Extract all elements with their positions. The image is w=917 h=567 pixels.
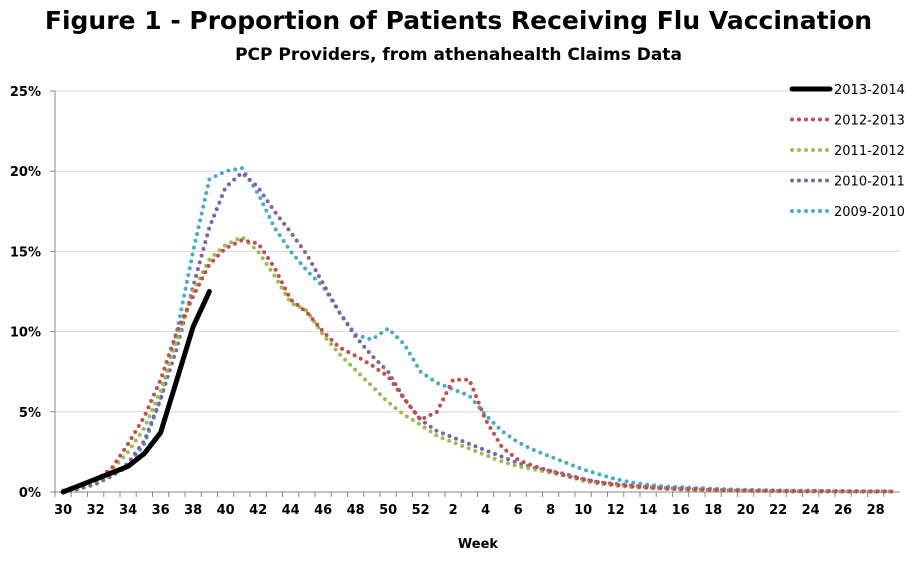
x-tick-label: 38 [184,503,202,518]
x-tick-label: 26 [834,503,852,518]
x-tick-label: 42 [249,503,267,518]
series-line-2012-2013 [61,238,894,494]
legend-label: 2009-2010 [834,205,905,220]
x-tick-label: 22 [769,503,787,518]
x-tick-label: 18 [704,503,722,518]
x-tick-label: 4 [481,503,490,518]
x-tick-label: 28 [867,503,885,518]
x-tick-label: 30 [54,503,72,518]
legend-label: 2012-2013 [834,114,905,129]
x-tick-label: 34 [119,503,137,518]
y-tick-label: 10% [10,326,41,341]
series-line-2013-2014 [60,289,212,495]
x-tick-label: 14 [639,503,657,518]
x-tick-label: 52 [412,503,430,518]
x-tick-label: 40 [217,503,235,518]
legend-label: 2013-2014 [834,83,905,98]
chart-title: Figure 1 - Proportion of Patients Receiv… [44,6,873,35]
x-tick-label: 10 [574,503,592,518]
x-tick-label: 12 [607,503,625,518]
legend-label: 2010-2011 [834,175,905,190]
x-tick-label: 36 [152,503,170,518]
chart-subtitle: PCP Providers, from athenahealth Claims … [235,45,682,65]
y-tick-label: 15% [10,245,41,260]
x-tick-label: 44 [282,503,300,518]
legend-label: 2011-2012 [834,144,905,159]
y-tick-label: 25% [10,85,41,100]
x-tick-label: 32 [87,503,105,518]
x-axis-label: Week [458,537,499,552]
x-tick-label: 24 [802,503,820,518]
series-line-2009-2010 [61,166,894,494]
x-tick-label: 46 [314,503,332,518]
x-tick-label: 2 [449,503,458,518]
series-line-2010-2011 [61,170,894,494]
y-tick-label: 5% [19,406,41,421]
x-tick-label: 50 [379,503,397,518]
x-tick-label: 48 [347,503,365,518]
x-tick-label: 20 [737,503,755,518]
x-tick-label: 8 [546,503,555,518]
x-tick-label: 6 [514,503,523,518]
y-tick-label: 20% [10,165,41,180]
x-tick-label: 16 [672,503,690,518]
y-tick-label: 0% [19,486,41,501]
